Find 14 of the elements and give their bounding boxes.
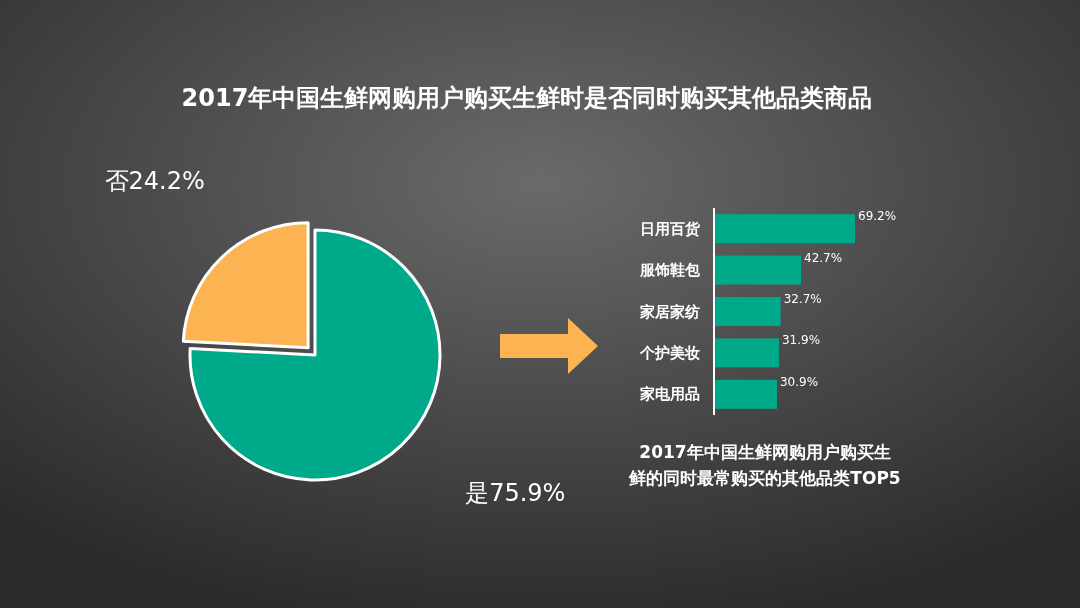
y-tick-label: 家居家纺 bbox=[639, 302, 700, 321]
chart-title: 2017年中国生鲜网购用户购买生鲜时是否同时购买其他品类商品 bbox=[181, 84, 873, 112]
slice-label: 否24.2% bbox=[104, 166, 205, 195]
y-tick-label: 家电用品 bbox=[639, 385, 700, 404]
data-label: 31.9% bbox=[782, 333, 821, 348]
y-tick-label: 服饰鞋包 bbox=[639, 261, 701, 280]
y-tick-label: 个护美妆 bbox=[639, 343, 700, 362]
data-label: 69.2% bbox=[858, 209, 897, 224]
data-label: 32.7% bbox=[783, 292, 822, 307]
data-label: 42.7% bbox=[804, 250, 843, 265]
y-tick-label: 日用百货 bbox=[640, 219, 701, 238]
text: 2017年中国生鲜网购用户购买生鲜的同时最常购买的其他品类TOP5 bbox=[628, 442, 901, 488]
data-label: 30.9% bbox=[779, 374, 819, 389]
slice-label: 是75.9% bbox=[465, 479, 566, 508]
